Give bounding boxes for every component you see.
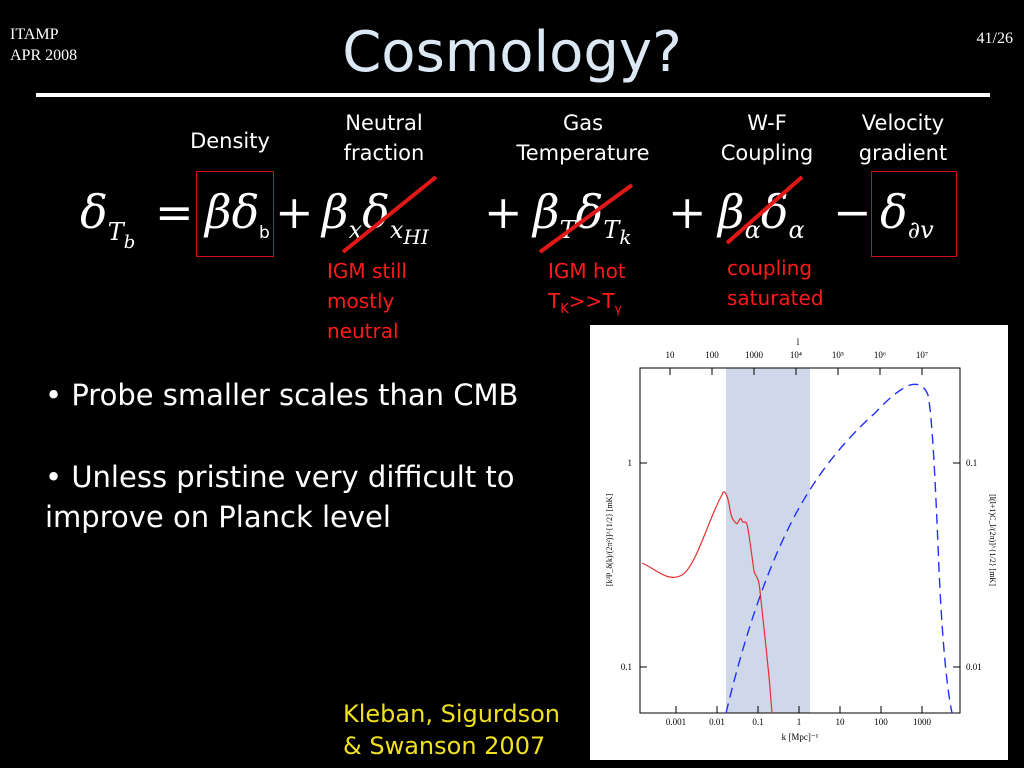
bullet-1: • Probe smaller scales than CMB	[45, 378, 519, 412]
density-term-box	[196, 171, 274, 257]
event-label: ITAMP APR 2008	[10, 24, 77, 66]
top-tick-label: 10⁷	[916, 350, 928, 360]
bottom-tick-label: 0.1	[752, 717, 763, 727]
citation: Kleban, Sigurdson & Swanson 2007	[343, 700, 561, 760]
eq-lhs: δTb	[80, 185, 136, 253]
eq-minus: −	[833, 185, 872, 239]
annotation-neutral: IGM still mostly neutral	[327, 259, 407, 343]
top-tick-label: 10⁴	[790, 350, 802, 360]
label-gas-line2: Temperature	[516, 141, 650, 165]
label-neutral-fraction: Neutral fraction	[329, 108, 439, 168]
slide-title: Cosmology?	[342, 20, 682, 85]
right-tick-label: 0.01	[966, 662, 982, 672]
top-tick-label: 10⁵	[832, 350, 844, 360]
label-velocity-gradient: Velocity gradient	[848, 108, 958, 168]
label-neutral-line1: Neutral	[345, 111, 423, 135]
shaded-band	[726, 368, 810, 713]
solid-curve	[641, 491, 773, 714]
eq-density-sub: b	[259, 223, 270, 243]
top-tick-labels: 10 100 1000 10⁴ 10⁵ 10⁶ 10⁷	[666, 350, 929, 360]
strike-coupling	[725, 175, 804, 245]
label-gas-line1: Gas	[562, 111, 604, 135]
label-wf-line2: Coupling	[720, 141, 814, 165]
bottom-tick-label: 10	[836, 717, 846, 727]
bottom-tick-label: 1000	[913, 717, 932, 727]
eq-plus-3: +	[668, 185, 707, 239]
eq-equals: =	[155, 185, 194, 239]
bullet-2: • Unless pristine very difficult to impr…	[45, 460, 515, 534]
velocity-term-box	[871, 171, 957, 257]
label-density: Density	[190, 129, 270, 153]
eq-plus-2: +	[484, 185, 523, 239]
top-axis-label: l	[797, 337, 800, 347]
dashed-curve	[725, 383, 953, 714]
bottom-tick-label: 100	[874, 717, 888, 727]
top-tick-label: 10	[666, 350, 676, 360]
strike-neutral	[341, 175, 438, 254]
bottom-tick-labels: 0.001 0.01 0.1 1 10 100 1000	[666, 717, 932, 727]
top-tick-label: 1000	[745, 350, 764, 360]
top-tick-label: 100	[705, 350, 719, 360]
left-tick-label: 0.1	[621, 662, 632, 672]
right-axis-label: [l(l+1)C_l/(2π)]^{1/2} [mK]	[988, 494, 997, 586]
label-wf-line1: W-F	[747, 111, 787, 135]
bottom-ticks	[675, 706, 923, 713]
label-vel-line1: Velocity	[861, 111, 945, 135]
label-neutral-line2: fraction	[343, 141, 425, 165]
bottom-tick-label: 0.001	[666, 717, 686, 727]
strike-temperature	[538, 183, 634, 254]
eq-density-term: βδ	[205, 185, 260, 239]
label-wf-coupling: W-F Coupling	[712, 108, 822, 168]
page-number: 41/26	[976, 30, 1013, 47]
annotation-hot: IGM hot TK>>Tγ	[548, 259, 626, 317]
event-date: APR 2008	[10, 47, 78, 64]
eq-plus-1: +	[275, 185, 314, 239]
power-spectrum-figure: l 10 100 1000 10⁴ 10⁵ 10⁶ 10⁷ 0.001 0.01…	[590, 325, 1008, 760]
top-tick-label: 10⁶	[874, 350, 886, 360]
title-rule	[36, 93, 990, 97]
eq-neutral-term: βxδxHI	[322, 185, 429, 249]
y-ticks	[640, 462, 960, 668]
event-name: ITAMP	[10, 26, 59, 43]
power-spectrum-plot: l 10 100 1000 10⁴ 10⁵ 10⁶ 10⁷ 0.001 0.01…	[605, 337, 997, 742]
left-tick-label: 1	[628, 458, 633, 468]
eq-temperature-term: βTδTk	[533, 185, 632, 249]
eq-velocity-term: δ∂v	[880, 185, 934, 244]
annotation-coupling: coupling saturated	[727, 256, 824, 310]
left-axis-label: [k³P_δ(k)/(2π²)]^{1/2} [mK]	[605, 494, 614, 587]
plot-frame	[639, 367, 961, 714]
label-vel-line2: gradient	[858, 141, 948, 165]
right-tick-label: 0.1	[966, 458, 977, 468]
bottom-tick-label: 0.01	[709, 717, 725, 727]
bottom-tick-label: 1	[797, 717, 802, 727]
label-gas-temperature: Gas Temperature	[508, 108, 658, 168]
x-axis-label: k [Mpc]⁻¹	[782, 732, 819, 742]
top-ticks	[669, 368, 923, 375]
